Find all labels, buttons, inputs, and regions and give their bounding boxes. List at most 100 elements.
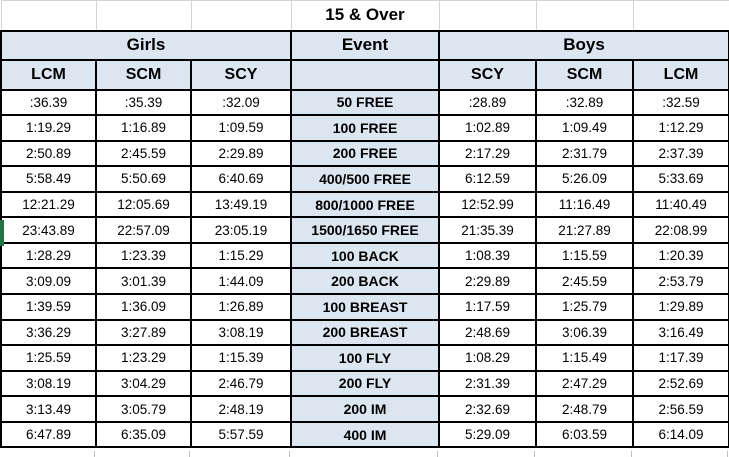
cell-boys-lcm[interactable]: 2:52.69	[632, 369, 729, 398]
cell-boys-scy[interactable]: :28.89	[438, 88, 537, 117]
cell-girls-scm[interactable]: 12:05.69	[95, 190, 192, 219]
cell-boys-scm[interactable]: 2:47.29	[535, 369, 634, 398]
cell-girls-scy[interactable]: 2:48.19	[190, 395, 292, 423]
cell-boys-scy[interactable]: 6:12.59	[438, 165, 537, 193]
cell-girls-scm[interactable]: 6:35.09	[95, 420, 192, 449]
cell-event[interactable]: 100 FREE	[290, 114, 440, 142]
cell-boys-scy[interactable]: 1:08.39	[438, 241, 537, 270]
cell-event[interactable]: 200 BREAST	[290, 318, 440, 347]
cell-boys-lcm[interactable]: 5:33.69	[632, 165, 729, 193]
cell-boys-scm[interactable]: 11:16.49	[535, 190, 634, 219]
cell-event[interactable]: 400/500 FREE	[290, 165, 440, 193]
cell-boys-scy[interactable]: 1:08.29	[438, 344, 537, 372]
cell-event[interactable]: 200 FREE	[290, 139, 440, 168]
empty-cell[interactable]	[95, 0, 192, 31]
cell-girls-scy[interactable]: 2:46.79	[190, 369, 292, 398]
cell-boys-scy[interactable]: 2:48.69	[438, 318, 537, 347]
cell-girls-scy[interactable]: :32.09	[190, 88, 292, 117]
cell-boys-scm[interactable]: 1:09.49	[535, 114, 634, 142]
cell-boys-scm[interactable]: 1:25.79	[535, 293, 634, 321]
cell-girls-lcm[interactable]: 1:39.59	[0, 293, 97, 321]
cell-boys-lcm[interactable]: 1:12.29	[632, 114, 729, 142]
empty-cell[interactable]	[0, 0, 97, 31]
cell-girls-scy[interactable]: 2:29.89	[190, 139, 292, 168]
cell-boys-lcm[interactable]: 6:14.09	[632, 420, 729, 449]
cell-boys-lcm[interactable]: 22:08.99	[632, 216, 729, 244]
cell-boys-lcm[interactable]: 2:53.79	[632, 267, 729, 295]
cell-event[interactable]: 100 FLY	[290, 344, 440, 372]
cell-girls-lcm[interactable]: 2:50.89	[0, 139, 97, 168]
cell-boys-scy[interactable]: 2:31.39	[438, 369, 537, 398]
cell-girls-scm[interactable]: 2:45.59	[95, 139, 192, 168]
cell-girls-scm[interactable]: 1:16.89	[95, 114, 192, 142]
empty-cell[interactable]	[535, 0, 634, 31]
cell-boys-lcm[interactable]: :32.59	[632, 88, 729, 117]
cell-boys-scm[interactable]: 1:15.49	[535, 344, 634, 372]
cell-boys-lcm[interactable]: 2:56.59	[632, 395, 729, 423]
cell-girls-scm[interactable]: 3:01.39	[95, 267, 192, 295]
cell-girls-scm[interactable]: 1:23.29	[95, 344, 192, 372]
cell-boys-scm[interactable]: 2:45.59	[535, 267, 634, 295]
cell-boys-scy[interactable]: 12:52.99	[438, 190, 537, 219]
header-boys-scm[interactable]: SCM	[535, 58, 634, 91]
cell-event[interactable]: 100 BREAST	[290, 293, 440, 321]
cell-girls-scy[interactable]: 6:40.69	[190, 165, 292, 193]
header-boys-scy[interactable]: SCY	[438, 58, 537, 91]
cell-event[interactable]: 400 IM	[290, 420, 440, 449]
header-boys[interactable]: Boys	[438, 29, 729, 61]
cell-boys-scm[interactable]: 5:26.09	[535, 165, 634, 193]
cell-girls-scm[interactable]: 5:50.69	[95, 165, 192, 193]
cell-boys-scy[interactable]: 5:29.09	[438, 420, 537, 449]
cell-girls-lcm[interactable]: :36.39	[0, 88, 97, 117]
cell-girls-scy[interactable]: 3:08.19	[190, 318, 292, 347]
header-girls-scy[interactable]: SCY	[190, 58, 292, 91]
cell-girls-scm[interactable]: 3:04.29	[95, 369, 192, 398]
cell-girls-scy[interactable]: 1:15.39	[190, 344, 292, 372]
cell-girls-lcm[interactable]: 6:47.89	[0, 420, 97, 449]
cell-girls-lcm[interactable]: 3:36.29	[0, 318, 97, 347]
cell-girls-lcm[interactable]: 1:25.59	[0, 344, 97, 372]
cell-boys-lcm[interactable]: 2:37.39	[632, 139, 729, 168]
cell-girls-scm[interactable]: 22:57.09	[95, 216, 192, 244]
cell-boys-scy[interactable]: 21:35.39	[438, 216, 537, 244]
cell-girls-scy[interactable]: 1:15.29	[190, 241, 292, 270]
cell-girls-lcm[interactable]: 3:08.19	[0, 369, 97, 398]
cell-boys-scm[interactable]: 1:15.59	[535, 241, 634, 270]
cell-boys-scm[interactable]: :32.89	[535, 88, 634, 117]
empty-cell[interactable]	[438, 0, 537, 31]
cell-boys-scm[interactable]: 3:06.39	[535, 318, 634, 347]
empty-cell[interactable]	[190, 0, 292, 31]
cell-girls-scm[interactable]: 1:36.09	[95, 293, 192, 321]
cell-event[interactable]: 200 FLY	[290, 369, 440, 398]
cell-girls-scy[interactable]: 1:09.59	[190, 114, 292, 142]
cell-event[interactable]: 800/1000 FREE	[290, 190, 440, 219]
cell-event[interactable]: 50 FREE	[290, 88, 440, 117]
cell-boys-scy[interactable]: 2:29.89	[438, 267, 537, 295]
cell-girls-lcm[interactable]: 3:13.49	[0, 395, 97, 423]
cell-girls-lcm[interactable]: 5:58.49	[0, 165, 97, 193]
header-girls-scm[interactable]: SCM	[95, 58, 192, 91]
header-girls-lcm[interactable]: LCM	[0, 58, 97, 91]
cell-girls-scy[interactable]: 1:26.89	[190, 293, 292, 321]
cell-boys-scm[interactable]: 6:03.59	[535, 420, 634, 449]
cell-event[interactable]: 200 BACK	[290, 267, 440, 295]
cell-boys-lcm[interactable]: 11:40.49	[632, 190, 729, 219]
cell-girls-scy[interactable]: 13:49.19	[190, 190, 292, 219]
cell-girls-lcm[interactable]: 12:21.29	[0, 190, 97, 219]
header-girls[interactable]: Girls	[0, 29, 292, 61]
cell-girls-lcm[interactable]: 1:28.29	[0, 241, 97, 270]
header-event-blank[interactable]	[290, 58, 440, 91]
cell-boys-scm[interactable]: 2:31.79	[535, 139, 634, 168]
cell-girls-scy[interactable]: 23:05.19	[190, 216, 292, 244]
cell-girls-scy[interactable]: 1:44.09	[190, 267, 292, 295]
cell-event[interactable]: 100 BACK	[290, 241, 440, 270]
cell-boys-lcm[interactable]: 3:16.49	[632, 318, 729, 347]
cell-boys-lcm[interactable]: 1:17.39	[632, 344, 729, 372]
cell-boys-scy[interactable]: 1:02.89	[438, 114, 537, 142]
cell-boys-scm[interactable]: 21:27.89	[535, 216, 634, 244]
cell-girls-lcm[interactable]: 1:19.29	[0, 114, 97, 142]
cell-boys-scy[interactable]: 2:32.69	[438, 395, 537, 423]
cell-girls-lcm[interactable]: 23:43.89	[0, 216, 97, 244]
cell-boys-lcm[interactable]: 1:20.39	[632, 241, 729, 270]
header-boys-lcm[interactable]: LCM	[632, 58, 729, 91]
